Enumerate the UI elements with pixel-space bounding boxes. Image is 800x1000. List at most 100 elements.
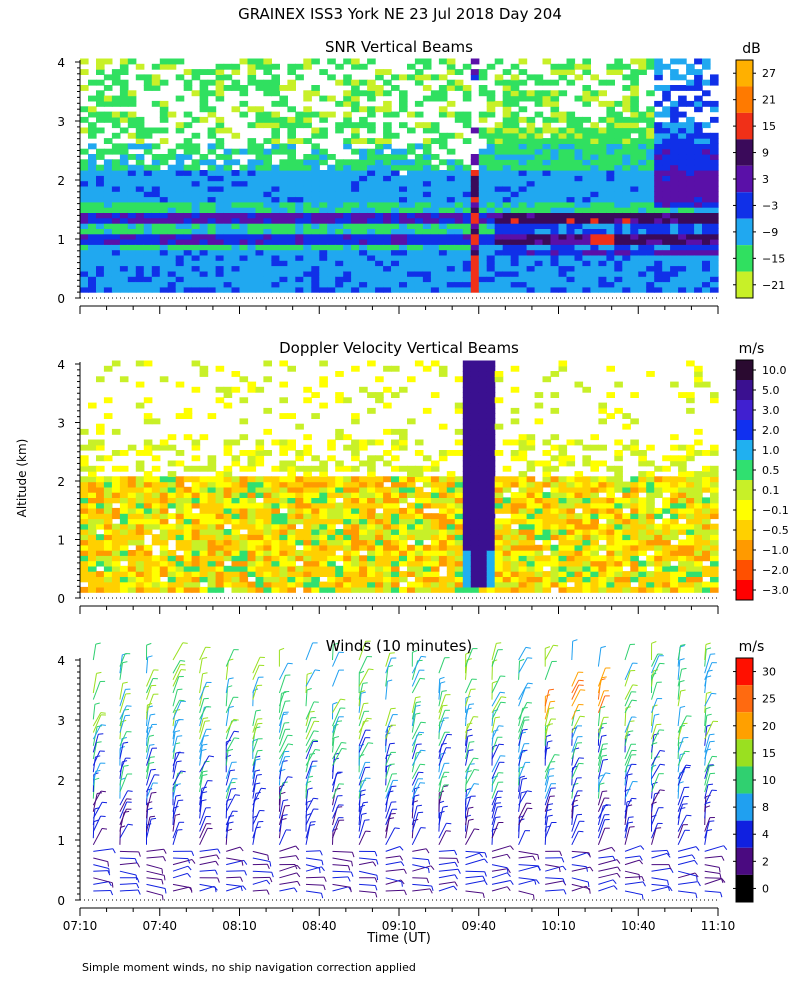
heatmap-cell [159,534,169,541]
heatmap-cell [119,201,129,208]
heatmap-cell [159,106,169,113]
heatmap-cell [526,513,536,520]
heatmap-cell [518,529,528,535]
heatmap-cell [207,228,217,235]
heatmap-cell [694,571,703,577]
heatmap-cell [558,481,568,488]
heatmap-cell [80,286,89,293]
heatmap-cell [430,185,440,192]
heatmap-cell [654,539,663,546]
heatmap-cell [678,265,687,272]
heatmap-cell [96,58,105,65]
heatmap-cell [606,502,615,509]
heatmap-cell [454,132,464,139]
heatmap-cell [694,254,703,261]
heatmap-cell [598,233,607,240]
heatmap-cell [391,212,400,219]
heatmap-cell [263,534,272,541]
heatmap-cell [215,265,225,272]
heatmap-cell [606,534,615,541]
heatmap-cell [255,244,265,251]
heatmap-cells [80,360,719,593]
heatmap-cell [622,539,631,546]
heatmap-cell [391,191,400,198]
heatmap-cell [598,270,607,277]
heatmap-cell [255,492,265,498]
heatmap-cell [191,576,201,583]
heatmap-cell [542,439,552,446]
heatmap-cell [622,286,631,293]
heatmap-cell [494,185,504,192]
heatmap-cell [558,212,568,219]
heatmap-cell [255,159,265,166]
heatmap-cell [383,132,392,139]
heatmap-cell [414,492,424,498]
heatmap-cell [670,223,679,229]
heatmap-cell [606,207,615,213]
heatmap-cell [351,100,360,107]
heatmap-cell [223,529,233,535]
heatmap-cell [287,170,296,176]
heatmap-cell [247,138,257,144]
heatmap-cell [383,111,392,118]
heatmap-cell [702,138,711,144]
heatmap-cell [175,544,185,551]
heatmap-cell [510,74,520,81]
heatmap-cell [247,550,257,556]
heatmap-cell [614,217,623,224]
heatmap-cell [454,111,464,118]
heatmap-cell [135,565,145,572]
heatmap-cell [175,518,185,525]
heatmap-cell [359,106,368,113]
heatmap-cell [375,518,384,525]
heatmap-cell [175,450,185,456]
heatmap-cell [223,481,233,488]
heatmap-cell [646,170,655,176]
heatmap-cell [343,265,352,272]
heatmap-cell [558,276,568,283]
heatmap-cell [478,555,488,562]
heatmap-cell [414,276,424,283]
heatmap-cell [359,481,368,488]
heatmap-cell [343,560,352,567]
heatmap-cell [399,223,408,229]
heatmap-cell [295,74,304,81]
heatmap-cell [375,233,384,240]
heatmap-cell [279,492,288,498]
heatmap-cell [638,201,647,208]
heatmap-cell [446,281,456,288]
heatmap-cell [111,201,121,208]
heatmap-cell [88,254,97,261]
heatmap-cell [103,175,113,182]
heatmap-cell [88,185,97,192]
heatmap-cell [662,244,671,251]
heatmap-cell [566,79,576,86]
heatmap-cell [303,397,312,404]
heatmap-cell [247,191,257,198]
heatmap-cell [590,434,599,441]
heatmap-cell [574,116,584,123]
heatmap-cell [694,223,703,229]
heatmap-cell [351,539,360,546]
heatmap-cell [470,175,480,182]
heatmap-cell [486,111,496,118]
heatmap-cell [662,239,671,245]
heatmap-cell [303,223,312,229]
heatmap-cell [167,260,177,267]
heatmap-cell [303,565,312,572]
heatmap-cell [502,223,512,229]
heatmap-cell [343,244,352,251]
heatmap-cell [119,550,129,556]
heatmap-cell [670,497,679,504]
heatmap-cell [111,544,121,551]
heatmap-cell [255,539,265,546]
heatmap-cell [606,79,615,86]
heatmap-cell [510,249,520,256]
heatmap-cell [359,539,368,546]
heatmap-cell [670,85,679,91]
heatmap-cell [598,228,607,235]
heatmap-cell [303,529,312,535]
heatmap-cell [710,286,719,293]
heatmap-cell [654,58,663,65]
heatmap-cell [271,555,280,562]
